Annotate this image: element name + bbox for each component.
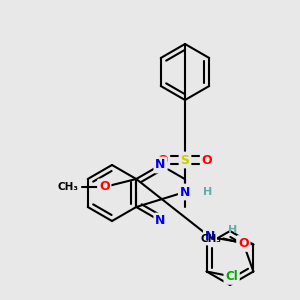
Text: CH₃: CH₃: [200, 233, 221, 244]
Text: CH₃: CH₃: [57, 182, 78, 192]
Text: N: N: [180, 185, 190, 199]
Text: N: N: [205, 230, 215, 244]
Text: O: O: [158, 154, 168, 166]
Text: H: H: [228, 225, 238, 235]
Text: S: S: [181, 154, 190, 166]
Text: O: O: [238, 237, 249, 250]
Text: O: O: [99, 181, 110, 194]
Text: N: N: [155, 158, 166, 172]
Text: Cl: Cl: [225, 270, 238, 283]
Text: O: O: [202, 154, 212, 166]
Text: N: N: [155, 214, 166, 227]
Text: H: H: [203, 187, 213, 197]
